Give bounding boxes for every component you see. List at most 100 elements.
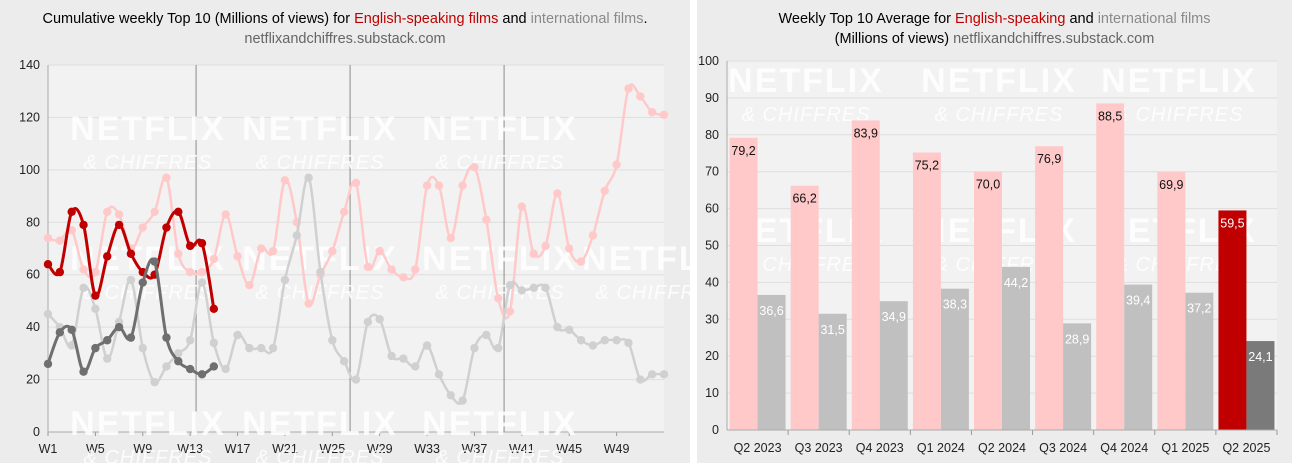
- left-watermark-title: NETFLIX: [242, 405, 398, 443]
- y-tick-label: 80: [705, 128, 719, 142]
- english-current-series-point: [91, 291, 100, 300]
- international-past-series-point: [553, 322, 562, 332]
- international-data-label: 31,5: [820, 323, 844, 337]
- left-watermark-subtitle: & CHIFFRES: [84, 282, 213, 304]
- english-bar: [1035, 146, 1064, 430]
- international-data-label: 38,3: [943, 298, 967, 312]
- international-past-series-point: [280, 275, 290, 285]
- y-tick-label: 90: [705, 91, 719, 105]
- x-tick-label: Q2 2024: [978, 441, 1026, 455]
- right-watermark-title: NETFLIX: [728, 62, 884, 100]
- english-current-series-point: [79, 220, 88, 230]
- international-past-series-point: [150, 377, 159, 387]
- line-chart: 0 20 40 60 80 100 120 140 W1 W5 W9 W13 W17 W21 W25 W29 W…: [19, 58, 690, 463]
- english-past-series-point: [304, 299, 313, 308]
- left-title-text-2: and: [498, 11, 531, 27]
- international-past-series-point: [411, 362, 420, 371]
- international-bar: [1124, 284, 1153, 430]
- english-data-label: 59,5: [1220, 216, 1244, 230]
- left-watermark-title: NETFLIX: [422, 405, 578, 443]
- right-title-text-2: and: [1065, 11, 1098, 27]
- english-bar: [1157, 172, 1186, 430]
- english-bar: [974, 171, 1002, 430]
- right-chart-title: Weekly Top 10 Average for English-speaki…: [697, 10, 1292, 29]
- english-past-series-point: [55, 236, 65, 245]
- right-watermark-subtitle: & CHIFFRES: [1115, 104, 1244, 126]
- english-past-series-point: [375, 246, 384, 256]
- international-bar: [879, 301, 908, 430]
- y-tick-label: 140: [19, 58, 40, 72]
- international-bar: [818, 313, 847, 430]
- left-title-text-1: Cumulative weekly Top 10 (Millions of vi…: [42, 11, 355, 27]
- left-watermark-subtitle: & CHIFFRES: [84, 447, 213, 463]
- international-past-series-point: [209, 338, 219, 348]
- english-past-series-point: [103, 207, 112, 216]
- x-tick-label: W21: [272, 442, 298, 456]
- english-past-series-point: [458, 181, 467, 190]
- international-current-series-point: [55, 328, 65, 337]
- international-past-series-point: [162, 362, 171, 371]
- english-past-series-point: [185, 267, 195, 277]
- right-watermark-subtitle: & CHIFFRES: [742, 104, 871, 126]
- english-data-label: 66,2: [792, 192, 816, 206]
- international-past-series-point: [434, 370, 444, 379]
- english-past-series-point: [280, 176, 290, 185]
- english-past-series-point: [174, 249, 183, 258]
- english-past-series-point: [612, 160, 621, 169]
- y-tick-label: 10: [705, 386, 719, 400]
- international-past-series-point: [103, 354, 112, 363]
- right-subtitle-text: (Millions of views): [834, 31, 954, 47]
- international-current-series-point: [174, 357, 183, 366]
- english-current-series-point: [126, 249, 136, 258]
- english-current-series-point: [43, 260, 53, 269]
- x-tick-label: W49: [604, 442, 630, 456]
- international-past-series-point: [612, 336, 621, 345]
- english-bar: [912, 152, 941, 430]
- right-title-text-1: Weekly Top 10 Average for: [778, 11, 955, 27]
- y-tick-label: 100: [19, 163, 40, 177]
- international-bar: [757, 294, 786, 430]
- international-past-series-point: [576, 336, 586, 345]
- international-bar: [940, 288, 969, 430]
- international-past-series-point: [422, 341, 432, 350]
- left-watermark-title: NETFLIX: [70, 110, 226, 148]
- international-current-series-point: [162, 333, 171, 342]
- english-past-series-point: [197, 267, 207, 277]
- english-past-series-point: [399, 273, 408, 282]
- y-tick-label: 30: [705, 312, 719, 326]
- x-tick-label: Q3 2024: [1039, 441, 1087, 455]
- english-current-series-point: [209, 304, 219, 313]
- english-past-series-point: [470, 163, 479, 172]
- english-data-label: 76,9: [1037, 152, 1061, 166]
- international-past-series-point: [257, 343, 266, 353]
- international-past-series-point: [292, 231, 301, 240]
- english-current-series-point: [67, 207, 76, 216]
- international-past-series-point: [541, 283, 550, 293]
- international-current-series-point: [43, 359, 53, 369]
- english-past-series-point: [339, 207, 349, 216]
- international-past-series-point: [387, 351, 396, 361]
- international-current-series-point: [126, 333, 136, 342]
- english-past-series-point: [411, 265, 420, 274]
- english-data-label: 88,5: [1098, 109, 1122, 123]
- x-tick-label: Q1 2024: [917, 441, 965, 455]
- international-data-label: 37,2: [1187, 302, 1211, 316]
- y-tick-label: 40: [705, 275, 719, 289]
- x-tick-label: W41: [509, 442, 535, 456]
- international-past-series-point: [351, 375, 361, 384]
- x-tick-label: W9: [133, 442, 152, 456]
- international-past-series-point: [304, 173, 313, 182]
- left-chart-subtitle: netflixandchiffres.substack.com: [244, 31, 446, 47]
- international-past-series-point: [458, 396, 467, 405]
- international-past-series-point: [174, 349, 183, 358]
- international-past-series-point: [565, 325, 574, 334]
- english-data-label: 83,9: [854, 126, 878, 140]
- english-bar: [1218, 210, 1247, 430]
- international-current-series-point: [138, 278, 147, 287]
- y-tick-label: 120: [19, 110, 40, 124]
- international-current-series-point: [114, 322, 124, 332]
- international-past-series-point: [624, 338, 633, 348]
- international-past-series-point: [43, 309, 53, 319]
- english-past-series-point: [138, 223, 147, 232]
- right-subtitle-source: netflixandchiffres.substack.com: [953, 31, 1155, 47]
